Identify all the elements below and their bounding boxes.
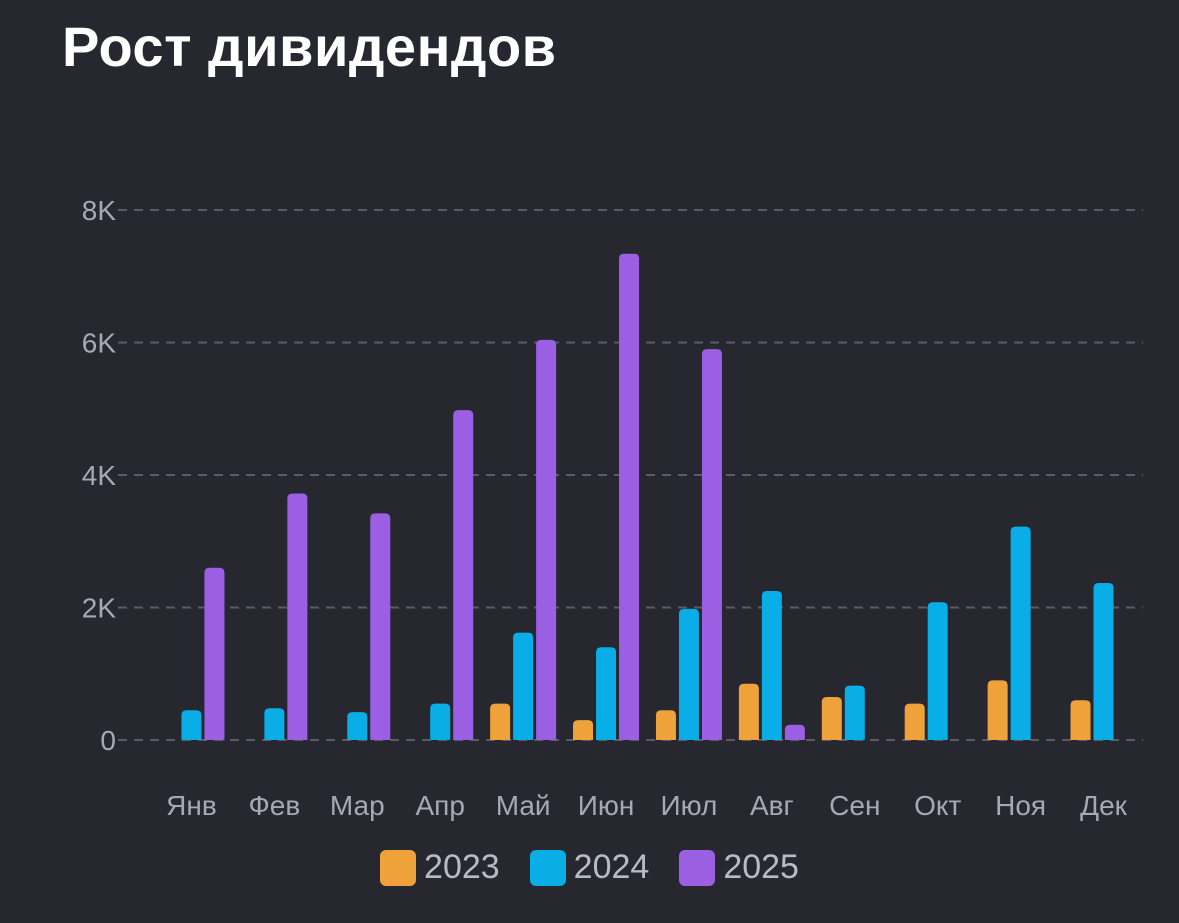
x-tick-label: Ноя <box>995 790 1046 821</box>
bar-2024-1 <box>264 708 285 740</box>
legend-item-2025[interactable]: 2025 <box>679 848 799 887</box>
bar-2025-3 <box>453 410 474 740</box>
bars <box>181 253 1114 740</box>
y-axis-ticks: 0 2K 4K 6K 8K <box>82 195 117 756</box>
x-tick-label: Май <box>496 790 551 821</box>
bar-2023-8 <box>821 696 842 740</box>
bar-2024-5 <box>596 647 617 740</box>
x-tick-label: Фев <box>249 790 301 821</box>
x-axis-ticks: Янв Фев Мар Апр Май Июн Июл Авг Сен Окт Ноя Дек <box>166 790 1128 821</box>
bar-2025-4 <box>536 339 557 740</box>
x-tick-label: Сен <box>829 790 880 821</box>
legend-item-2023[interactable]: 2023 <box>380 848 500 887</box>
bar-2025-0 <box>204 567 225 740</box>
bar-2023-11 <box>1070 700 1091 740</box>
bar-2023-6 <box>655 710 676 740</box>
legend-swatch <box>679 849 716 886</box>
bar-2025-2 <box>370 513 391 740</box>
bar-2024-2 <box>347 712 368 740</box>
bar-2024-10 <box>1010 526 1031 740</box>
bar-2023-5 <box>573 720 594 740</box>
bar-2023-4 <box>490 703 511 740</box>
x-tick-label: Июн <box>578 790 635 821</box>
legend: 2023 2024 2025 <box>0 848 1179 887</box>
x-tick-label: Июл <box>661 790 718 821</box>
bar-2024-7 <box>761 590 782 740</box>
legend-label: 2024 <box>573 848 650 886</box>
bar-2024-6 <box>678 608 699 740</box>
bar-2024-0 <box>181 710 202 740</box>
chart-title: Рост дивидендов <box>62 15 557 78</box>
legend-label: 2025 <box>723 848 799 886</box>
bar-2024-9 <box>927 602 948 740</box>
y-tick-label: 2K <box>82 593 117 624</box>
x-tick-label: Апр <box>415 790 464 821</box>
bar-2025-1 <box>287 493 308 740</box>
x-tick-label: Мар <box>330 790 385 821</box>
bar-2025-6 <box>701 349 722 740</box>
y-tick-label: 8K <box>82 195 117 226</box>
bar-2024-8 <box>844 685 865 740</box>
x-tick-label: Авг <box>750 790 794 821</box>
x-tick-label: Дек <box>1080 790 1128 821</box>
y-tick-label: 0 <box>100 725 116 756</box>
legend-item-2024[interactable]: 2024 <box>529 848 650 887</box>
bar-2024-4 <box>513 632 534 740</box>
bar-2024-11 <box>1093 582 1114 740</box>
y-tick-label: 4K <box>82 460 117 491</box>
legend-swatch <box>529 849 566 886</box>
bar-2023-7 <box>738 683 759 740</box>
bar-2025-7 <box>784 724 805 740</box>
x-tick-label: Янв <box>166 790 217 821</box>
bar-2023-10 <box>987 680 1008 740</box>
bar-2025-5 <box>619 253 640 740</box>
bar-2023-9 <box>904 703 925 740</box>
legend-swatch <box>380 849 417 886</box>
bar-2024-3 <box>430 703 451 740</box>
legend-label: 2023 <box>424 848 500 886</box>
y-tick-label: 6K <box>82 328 117 359</box>
x-tick-label: Окт <box>914 790 961 821</box>
